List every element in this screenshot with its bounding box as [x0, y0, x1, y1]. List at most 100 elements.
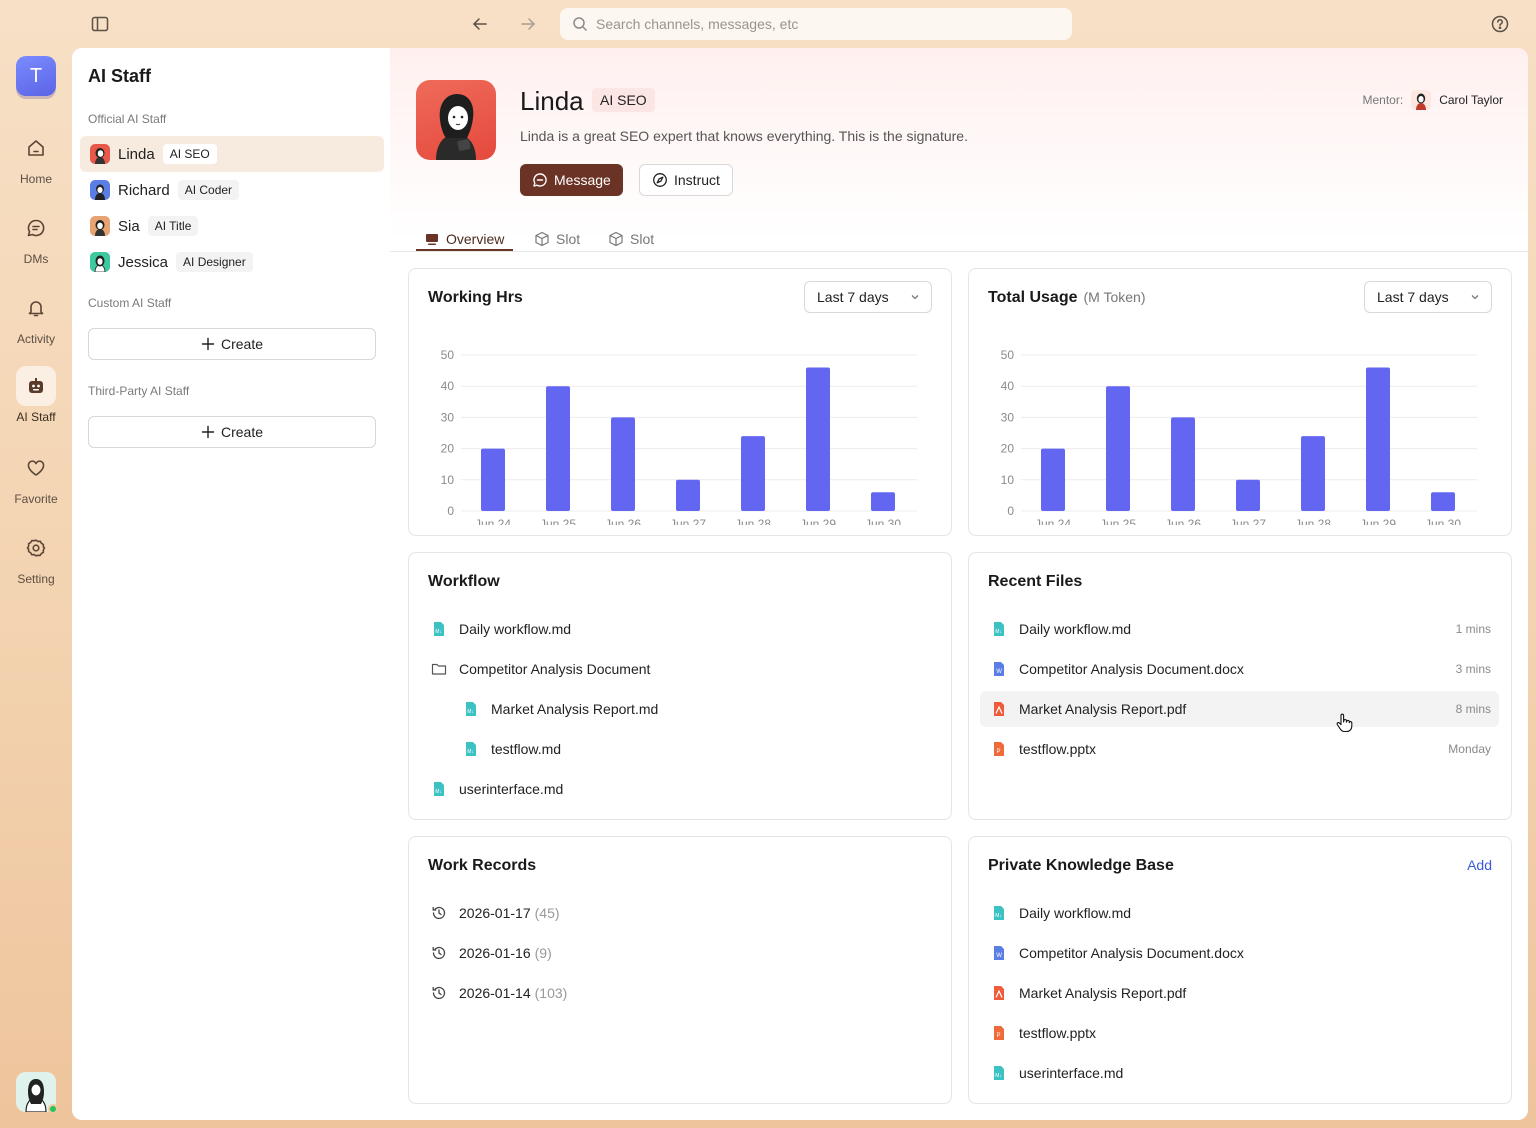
bar[interactable]	[1106, 386, 1130, 511]
svg-text:P: P	[997, 1033, 1001, 1039]
rail-label-home: Home	[19, 172, 52, 186]
add-knowledge-link[interactable]: Add	[1467, 857, 1492, 873]
profile-tag: AI SEO	[592, 88, 655, 112]
bar[interactable]	[676, 479, 700, 511]
bar[interactable]	[1171, 417, 1195, 511]
work-record-item[interactable]: 2026-01-14 (103)	[428, 975, 939, 1011]
rail-item-home[interactable]: Home	[0, 128, 72, 186]
work-record-item[interactable]: 2026-01-17 (45)	[428, 895, 939, 931]
rail-label-activity: Activity	[16, 332, 55, 346]
custom-staff-label: Custom AI Staff	[88, 296, 172, 310]
rail-item-dms[interactable]: DMs	[0, 208, 72, 266]
staff-name: Sia	[118, 217, 140, 235]
record-date: 2026-01-14	[459, 985, 531, 1001]
bar[interactable]	[1041, 448, 1065, 511]
staff-item-sia[interactable]: Sia AI Title	[80, 208, 384, 244]
tab-slot-2[interactable]: Slot	[608, 226, 654, 252]
bar[interactable]	[806, 367, 830, 511]
staff-item-richard[interactable]: Richard AI Coder	[80, 172, 384, 208]
recent-file-item[interactable]: M↓ Daily workflow.md 1 mins	[988, 611, 1499, 647]
recent-file-item[interactable]: P testflow.pptx Monday	[988, 731, 1499, 767]
knowledge-item[interactable]: P testflow.pptx	[988, 1015, 1499, 1051]
record-count: (45)	[534, 905, 560, 921]
search-bar[interactable]	[560, 8, 1072, 40]
svg-text:W: W	[996, 953, 1002, 959]
user-avatar[interactable]	[16, 1072, 58, 1114]
work-record-item[interactable]: 2026-01-16 (9)	[428, 935, 939, 971]
mentor-name[interactable]: Carol Taylor	[1439, 93, 1503, 107]
back-arrow-icon[interactable]	[468, 12, 492, 36]
x-tick-label: Jun 29	[1360, 517, 1396, 525]
staff-tag: AI Title	[147, 216, 199, 236]
bar[interactable]	[1431, 492, 1455, 511]
tab-label: Slot	[630, 231, 655, 247]
bar[interactable]	[481, 448, 505, 511]
forward-arrow-icon[interactable]	[516, 12, 540, 36]
workflow-item[interactable]: Competitor Analysis Document	[428, 651, 939, 687]
card-subtitle: (M Token)	[1083, 289, 1146, 305]
recent-file-item[interactable]: Market Analysis Report.pdf 8 mins	[980, 691, 1499, 727]
search-input[interactable]	[596, 16, 1072, 32]
bar[interactable]	[611, 417, 635, 511]
knowledge-item[interactable]: M↓ userinterface.md	[988, 1055, 1499, 1091]
workflow-item[interactable]: M↓ Market Analysis Report.md	[460, 691, 939, 727]
bar[interactable]	[546, 386, 570, 511]
bar[interactable]	[1366, 367, 1390, 511]
rail-item-activity[interactable]: Activity	[0, 288, 72, 346]
staff-item-linda[interactable]: Linda AI SEO	[80, 136, 384, 172]
message-button[interactable]: Message	[520, 164, 623, 196]
profile-tabs: Overview Slot Slot	[390, 220, 1528, 252]
workflow-item[interactable]: M↓ Daily workflow.md	[428, 611, 939, 647]
x-tick-label: Jun 26	[605, 517, 641, 525]
card-title: Workflow	[428, 573, 500, 590]
working-hrs-range-select[interactable]: Last 7 days	[804, 281, 932, 313]
knowledge-item[interactable]: Market Analysis Report.pdf	[988, 975, 1499, 1011]
workflow-card: Workflow M↓ Daily workflow.md Competitor…	[408, 552, 952, 820]
tab-slot-1[interactable]: Slot	[534, 226, 580, 252]
file-time: 1 mins	[1455, 622, 1491, 636]
mentor-avatar[interactable]	[1411, 90, 1432, 110]
markdown-file-icon: M↓	[991, 621, 1007, 637]
pdf-file-icon	[991, 701, 1007, 717]
main-panel: Linda AI SEO Linda is a great SEO expert…	[390, 48, 1528, 1120]
staff-item-jessica[interactable]: Jessica AI Designer	[80, 244, 384, 280]
card-title: Working Hrs	[428, 289, 523, 306]
recent-file-item[interactable]: W Competitor Analysis Document.docx 3 mi…	[988, 651, 1499, 687]
record-date: 2026-01-17	[459, 905, 531, 921]
item-name: Daily workflow.md	[1019, 905, 1132, 921]
sidebar-toggle-icon[interactable]	[88, 12, 112, 36]
tab-overview[interactable]: Overview	[424, 226, 504, 252]
chevron-down-icon	[911, 295, 919, 300]
workflow-item[interactable]: M↓ testflow.md	[460, 731, 939, 767]
rail-item-favorite[interactable]: Favorite	[0, 448, 72, 506]
robot-icon	[16, 366, 56, 406]
bar[interactable]	[1236, 479, 1260, 511]
range-value: Last 7 days	[1377, 289, 1449, 305]
create-third-party-staff-button[interactable]: Create	[88, 416, 376, 448]
workflow-item[interactable]: M↓ userinterface.md	[428, 771, 939, 807]
x-tick-label: Jun 27	[670, 517, 706, 525]
knowledge-item[interactable]: M↓ Daily workflow.md	[988, 895, 1499, 931]
top-bar	[0, 0, 1536, 48]
home-icon	[16, 128, 56, 168]
bar[interactable]	[1301, 436, 1325, 511]
knowledge-item[interactable]: W Competitor Analysis Document.docx	[988, 935, 1499, 971]
total-usage-range-select[interactable]: Last 7 days	[1364, 281, 1492, 313]
card-title: Private Knowledge Base	[988, 857, 1174, 874]
bar[interactable]	[871, 492, 895, 511]
svg-text:M↓: M↓	[995, 1073, 1002, 1079]
help-icon[interactable]	[1488, 12, 1512, 36]
workspace-avatar[interactable]: T	[16, 56, 56, 96]
create-custom-staff-button[interactable]: Create	[88, 328, 376, 360]
instruct-button[interactable]: Instruct	[639, 164, 733, 196]
x-tick-label: Jun 27	[1230, 517, 1266, 525]
rail-item-ai-staff[interactable]: AI Staff	[0, 366, 72, 424]
staff-name: Jessica	[118, 253, 169, 271]
bar[interactable]	[741, 436, 765, 511]
file-name: Competitor Analysis Document.docx	[1019, 661, 1244, 677]
file-name: Market Analysis Report.pdf	[1019, 701, 1187, 717]
staff-avatar	[90, 144, 110, 164]
hand-cursor-icon	[1336, 713, 1353, 733]
profile-avatar	[416, 80, 496, 160]
rail-item-setting[interactable]: Setting	[0, 528, 72, 586]
